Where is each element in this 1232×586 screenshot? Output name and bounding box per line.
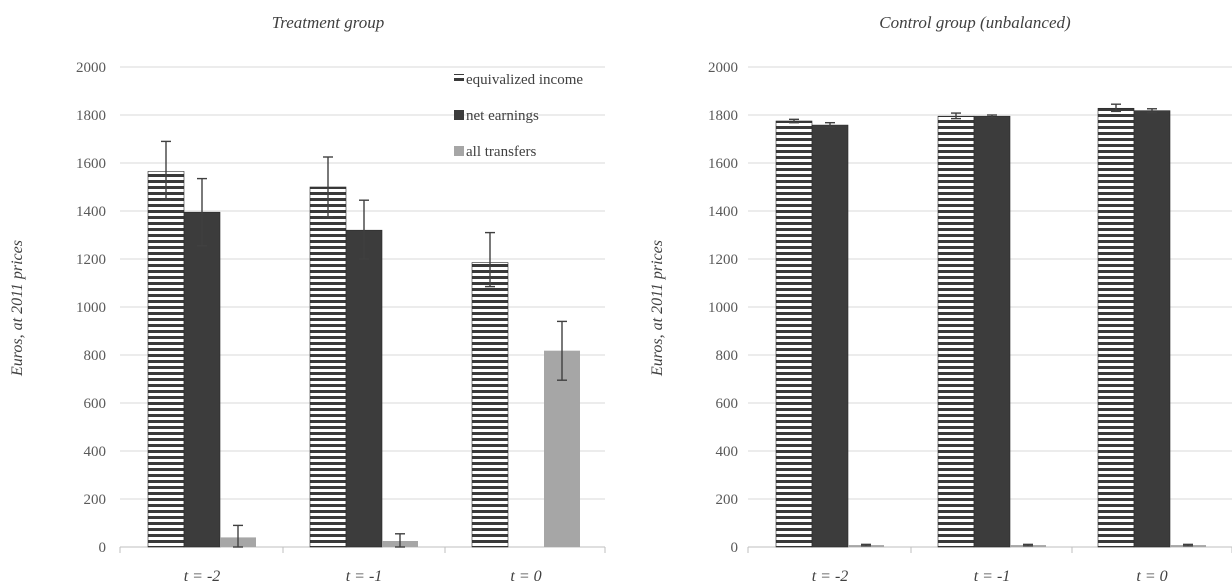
bars — [775, 107, 1206, 548]
y-tick-label: 1600 — [708, 156, 738, 172]
y-tick-label: 600 — [716, 396, 739, 412]
y-tick-label: 1000 — [76, 300, 106, 316]
bar-equivalized-income — [309, 186, 347, 548]
y-axis-label: Euros, at 2011 prices — [649, 240, 666, 377]
error-bar-equivalized-income — [789, 118, 799, 124]
legend-swatch-net-earnings — [454, 110, 464, 120]
bar-equivalized-income — [937, 115, 975, 548]
bar-net-earnings — [1133, 110, 1171, 548]
error-bar-net-earnings — [987, 114, 997, 119]
error-bar-equivalized-income — [951, 112, 961, 120]
y-tick-label: 200 — [84, 492, 107, 508]
error-bar-all-transfers — [395, 533, 405, 548]
y-tick-label: 1800 — [76, 108, 106, 124]
error-bar-net-earnings — [359, 199, 369, 260]
bar-net-earnings — [345, 229, 383, 548]
legend-swatch-all-transfers — [454, 146, 464, 156]
legend-swatch-equivalized-income — [454, 74, 464, 84]
y-tick-label: 0 — [731, 540, 739, 556]
y-tick-label: 2000 — [708, 60, 738, 76]
bar-all-transfers — [544, 350, 580, 547]
y-tick-labels: 0 200 400 600 800 1000 1200 1400 1600 1800 2000 — [708, 60, 738, 556]
chart-title: Control group (unbalanced) — [879, 13, 1071, 32]
x-category-label: t = 0 — [510, 568, 541, 585]
x-category-label: t = -2 — [812, 568, 849, 585]
y-tick-label: 1400 — [708, 204, 738, 220]
bar-equivalized-income — [147, 171, 185, 548]
error-bar-equivalized-income — [161, 140, 171, 201]
bars — [147, 171, 580, 548]
error-bar-equivalized-income — [323, 156, 333, 218]
error-bar-net-earnings — [825, 121, 835, 129]
x-category-labels: t = -2 t = -1 t = 0 — [812, 568, 1168, 585]
error-bars — [161, 140, 567, 548]
error-bar-equivalized-income — [485, 231, 495, 288]
error-bar-all-transfers — [1023, 543, 1033, 547]
bar-net-earnings — [183, 211, 221, 548]
y-tick-label: 0 — [99, 540, 107, 556]
y-tick-label: 1600 — [76, 156, 106, 172]
bar-equivalized-income — [775, 120, 813, 548]
legend: equivalized income net earnings all tran… — [454, 72, 583, 160]
y-tick-label: 400 — [716, 444, 739, 460]
y-tick-label: 2000 — [76, 60, 106, 76]
control-group-chart: Control group (unbalanced) Euros, at 201… — [649, 13, 1232, 585]
x-category-label: t = 0 — [1136, 568, 1167, 585]
error-bar-equivalized-income — [1111, 103, 1121, 113]
error-bar-all-transfers — [1183, 543, 1193, 547]
legend-label-net-earnings: net earnings — [466, 108, 539, 124]
y-tick-label: 1200 — [76, 252, 106, 268]
error-bars — [789, 103, 1193, 547]
bar-net-earnings — [811, 124, 849, 548]
legend-label-equivalized-income: equivalized income — [466, 72, 583, 88]
y-tick-label: 200 — [716, 492, 739, 508]
y-tick-label: 800 — [716, 348, 739, 364]
y-tick-label: 800 — [84, 348, 107, 364]
treatment-group-chart: Treatment group Euros, at 2011 prices 0 2… — [9, 13, 606, 585]
y-axis-label: Euros, at 2011 prices — [9, 240, 26, 377]
y-tick-label: 1400 — [76, 204, 106, 220]
bar-net-earnings — [973, 115, 1011, 548]
legend-label-all-transfers: all transfers — [466, 144, 537, 160]
bar-equivalized-income — [471, 262, 509, 548]
bar-equivalized-income — [1097, 107, 1135, 548]
x-category-label: t = -1 — [346, 568, 383, 585]
error-bar-net-earnings — [197, 177, 207, 247]
x-category-label: t = -1 — [974, 568, 1011, 585]
x-category-labels: t = -2 t = -1 t = 0 — [184, 568, 542, 585]
y-tick-label: 1000 — [708, 300, 738, 316]
x-category-label: t = -2 — [184, 568, 221, 585]
y-tick-label: 400 — [84, 444, 107, 460]
y-tick-label: 600 — [84, 396, 107, 412]
error-bar-all-transfers — [861, 543, 871, 547]
error-bar-all-transfers — [233, 524, 243, 548]
error-bar-net-earnings — [1147, 108, 1157, 114]
chart-title: Treatment group — [272, 13, 385, 32]
error-bar-all-transfers — [557, 320, 567, 381]
y-tick-label: 1200 — [708, 252, 738, 268]
y-tick-labels: 0 200 400 600 800 1000 1200 1400 1600 1800 2000 — [76, 60, 106, 556]
y-tick-label: 1800 — [708, 108, 738, 124]
